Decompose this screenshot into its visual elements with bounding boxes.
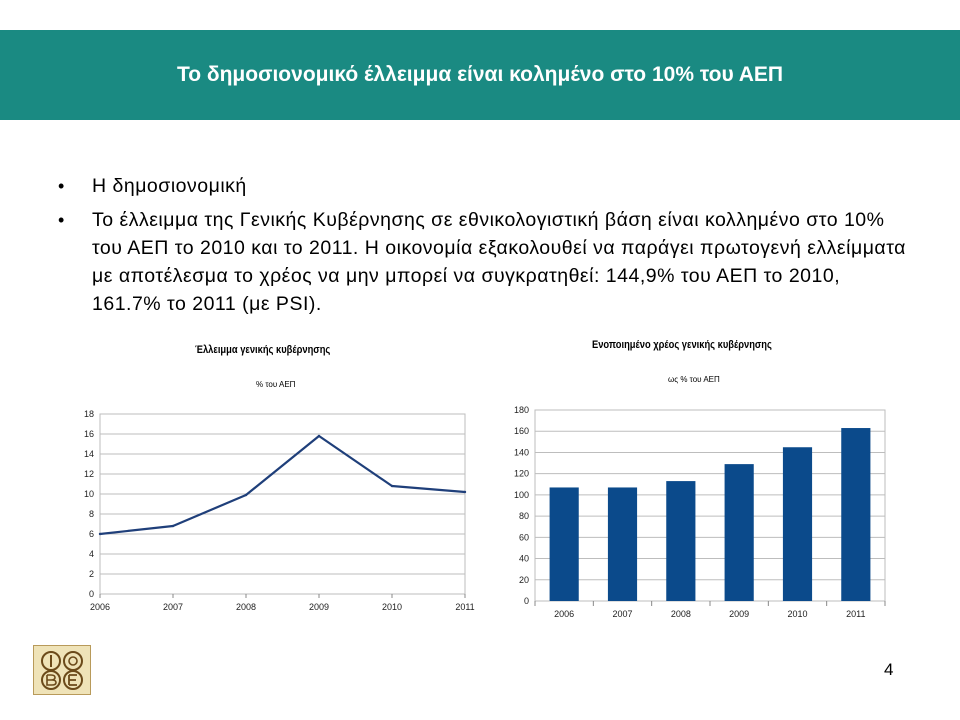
y-tick-label: 80 (519, 511, 529, 521)
bar (841, 428, 871, 601)
data-point (390, 484, 394, 488)
x-tick-label: 2009 (729, 609, 749, 619)
x-tick-label: 2009 (309, 602, 329, 612)
y-tick-label: 16 (84, 429, 94, 439)
y-tick-label: 0 (524, 596, 529, 606)
y-tick-label: 6 (89, 529, 94, 539)
chart-1-subtitle: % του ΑΕΠ (256, 380, 296, 389)
y-tick-label: 18 (84, 409, 94, 419)
x-tick-label: 2006 (90, 602, 110, 612)
x-tick-label: 2011 (846, 609, 865, 619)
data-point (171, 524, 175, 528)
chart-1-title: Έλλειμμα γενικής κυβέρνησης (195, 344, 331, 356)
bar (607, 487, 638, 601)
bullet-item: • Η δημοσιονομική (50, 172, 910, 200)
data-point (98, 532, 102, 536)
y-tick-label: 160 (514, 426, 529, 436)
bullet-text: Το έλλειμμα της Γενικής Κυβέρνησης σε εθ… (92, 209, 906, 315)
bullet-list: • Η δημοσιονομική • Το έλλειμμα της Γενι… (50, 172, 910, 324)
x-tick-label: 2006 (554, 609, 574, 619)
y-tick-label: 100 (514, 490, 529, 500)
y-tick-label: 60 (519, 532, 529, 542)
x-tick-label: 2010 (787, 609, 807, 619)
bullet-text: Η δημοσιονομική (92, 175, 247, 197)
y-tick-label: 180 (514, 405, 529, 415)
data-point (317, 434, 321, 438)
bullet-marker: • (58, 210, 65, 230)
page-number: 4 (884, 660, 894, 679)
y-tick-label: 0 (89, 589, 94, 599)
bar (782, 447, 813, 601)
x-tick-label: 2008 (236, 602, 256, 612)
deficit-line-chart: 0 2 4 6 8 10 12 14 16 18 2006 2007 2008 2009 2010 2011 (84, 409, 475, 612)
debt-bar-chart: 0 20 40 60 80 100 120 140 160 180 2006 2007 2008 2009… (514, 405, 886, 619)
y-tick-label: 140 (514, 447, 529, 457)
plot-area (534, 409, 886, 602)
bar (666, 481, 696, 601)
bullet-item: • Το έλλειμμα της Γενικής Κυβέρνησης σε … (50, 206, 910, 318)
y-tick-label: 10 (84, 489, 94, 499)
plot-area (99, 413, 466, 595)
y-tick-label: 120 (514, 469, 529, 479)
title-bar: Το δημοσιονομικό έλλειμμα είναι κολημένο… (0, 30, 960, 120)
slide-title: Το δημοσιονομικό έλλειμμα είναι κολημένο… (176, 63, 784, 86)
y-tick-label: 14 (84, 449, 94, 459)
bullet-marker: • (58, 176, 65, 196)
y-tick-label: 40 (519, 554, 529, 564)
chart-2-subtitle: ως % του ΑΕΠ (668, 375, 720, 384)
x-tick-label: 2011 (455, 602, 474, 612)
x-tick-label: 2008 (671, 609, 691, 619)
iove-logo-icon (33, 645, 91, 695)
y-tick-label: 12 (84, 469, 94, 479)
bar (549, 487, 579, 601)
bar (724, 464, 754, 601)
x-tick-label: 2007 (163, 602, 183, 612)
x-tick-label: 2007 (612, 609, 632, 619)
data-point (463, 490, 467, 494)
y-tick-label: 20 (519, 575, 529, 585)
series-line (99, 434, 466, 536)
data-point (244, 493, 248, 497)
y-tick-label: 4 (89, 549, 94, 559)
y-tick-label: 8 (89, 509, 94, 519)
x-tick-label: 2010 (382, 602, 402, 612)
chart-2-title: Ενοποιημένο χρέος γενικής κυβέρνησης (592, 339, 772, 351)
y-tick-label: 2 (89, 569, 94, 579)
